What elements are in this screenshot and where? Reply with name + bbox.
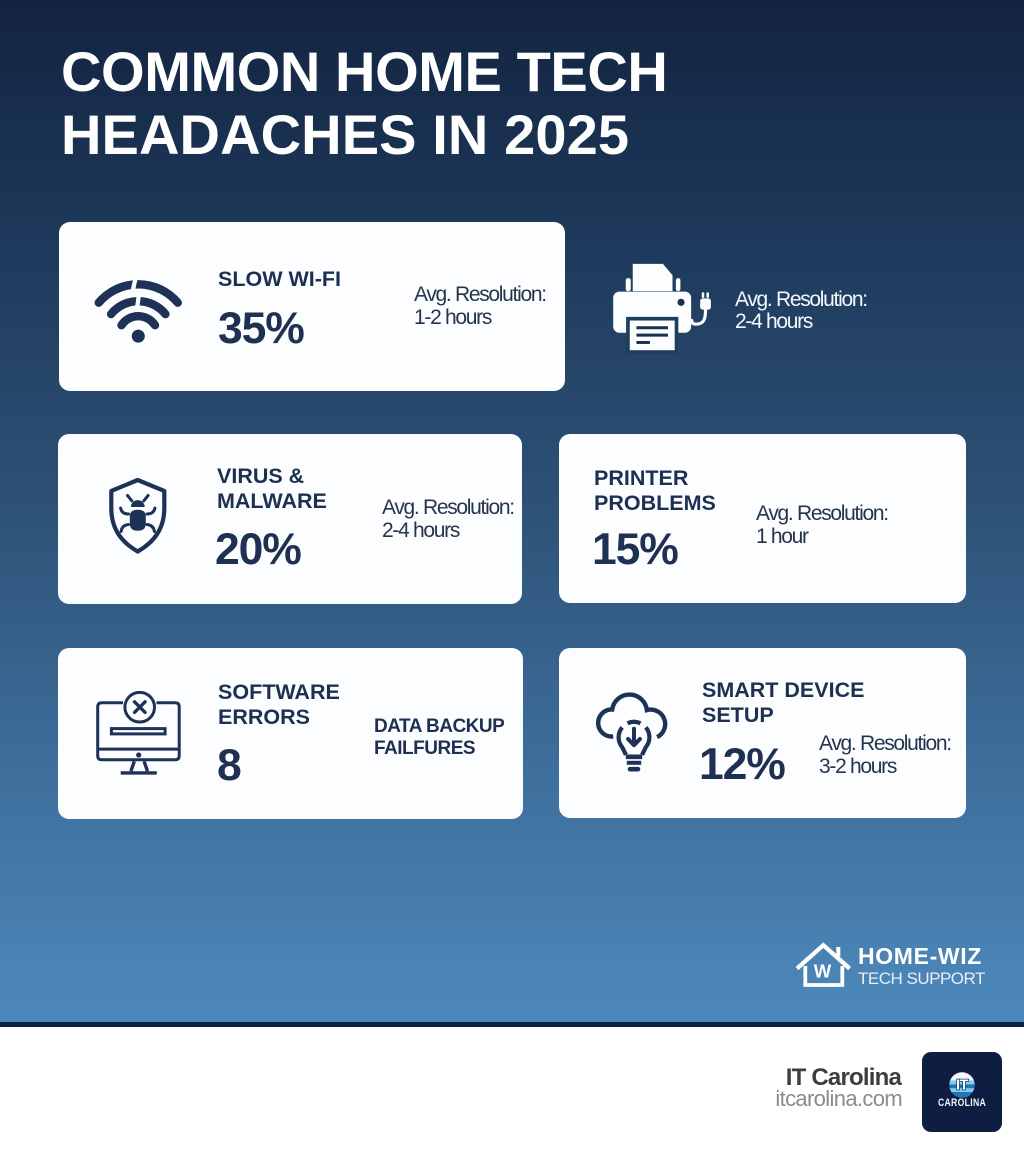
svg-text:IT: IT <box>956 1078 969 1094</box>
svg-text:CAROLINA: CAROLINA <box>938 1097 986 1109</box>
svg-text:W: W <box>814 961 832 982</box>
